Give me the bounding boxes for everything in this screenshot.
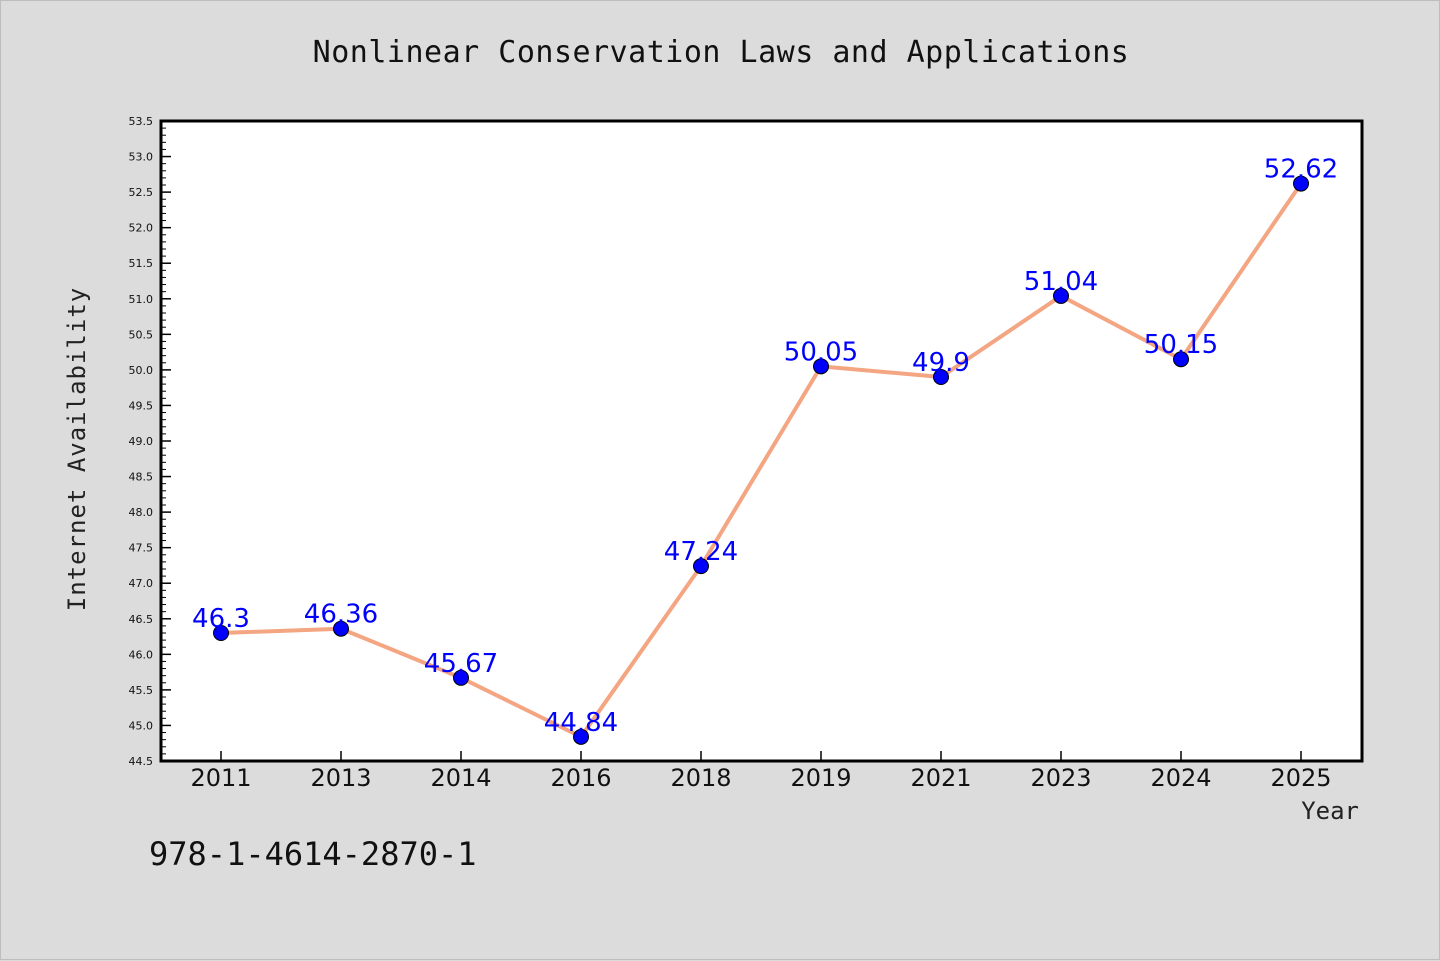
data-label: 47.24: [664, 537, 738, 567]
data-label: 44.84: [544, 708, 618, 738]
series-line: [220, 182, 1303, 739]
data-point: [1173, 351, 1189, 368]
x-tick-label: 2024: [1150, 764, 1211, 792]
y-tick-label: 47.5: [129, 542, 154, 555]
x-axis: 2011 2013 2014 2016 2018 2019 2021 2023 2024 2025: [190, 751, 1332, 792]
y-tick-label: 49.0: [129, 435, 154, 448]
y-tick-label: 52.5: [129, 186, 154, 199]
y-tick-label: 53.0: [129, 151, 154, 164]
x-axis-label: Year: [1301, 797, 1359, 825]
data-point: [1293, 175, 1309, 192]
data-point: [213, 625, 229, 641]
data-series: [213, 175, 1309, 745]
data-point: [933, 369, 949, 385]
data-point: [453, 669, 469, 686]
y-tick-label: 48.5: [129, 471, 154, 484]
chart-title: Nonlinear Conservation Laws and Applicat…: [312, 35, 1130, 70]
y-axis: 44.5 45.0 45.5 46.0 46.5 47.0 47.5 48.0 48.5 49.0…: [129, 115, 171, 768]
y-tick-label: 49.5: [129, 399, 154, 412]
isbn-footer: 978-1-4614-2870-1: [149, 835, 477, 873]
y-tick-label: 52.0: [129, 222, 154, 235]
x-tick-label: 2016: [550, 764, 611, 792]
data-label: 50.15: [1144, 330, 1218, 360]
y-tick-label: 46.0: [129, 648, 154, 661]
data-label: 50.05: [784, 337, 858, 367]
plot-area: [159, 119, 1364, 763]
y-tick-label: 46.5: [129, 613, 154, 626]
y-tick-label: 45.0: [129, 719, 154, 732]
data-label: 49.9: [912, 348, 970, 378]
x-tick-label: 2023: [1030, 764, 1091, 792]
y-tick-label: 45.5: [129, 684, 154, 697]
data-point: [1053, 287, 1069, 304]
data-label: 46.3: [192, 604, 250, 634]
y-tick-label: 50.5: [129, 328, 154, 341]
data-label: 52.62: [1264, 155, 1338, 185]
data-point: [693, 558, 709, 575]
x-tick-label: 2019: [790, 764, 851, 792]
x-tick-label: 2014: [430, 764, 491, 792]
data-point: [813, 358, 829, 375]
data-label: 46.36: [304, 600, 378, 630]
data-label: 45.67: [424, 649, 498, 679]
y-tick-label: 51.0: [129, 293, 154, 306]
x-tick-label: 2025: [1270, 764, 1331, 792]
y-tick-label: 47.0: [129, 577, 154, 590]
data-point: [573, 728, 589, 745]
data-point: [333, 620, 349, 637]
x-tick-label: 2018: [670, 764, 731, 792]
data-label: 51.04: [1024, 267, 1098, 297]
x-tick-label: 2021: [910, 764, 971, 792]
y-tick-label: 53.5: [129, 115, 154, 128]
data-labels: 46.3 46.36 45.67 44.84 47.24 50.05 49.9 51.04 50…: [192, 155, 1338, 738]
x-tick-label: 2013: [310, 764, 371, 792]
x-tick-label: 2011: [190, 764, 251, 792]
y-tick-label: 48.0: [129, 506, 154, 519]
y-tick-label: 44.5: [129, 755, 154, 768]
y-tick-label: 50.0: [129, 364, 154, 377]
y-tick-label: 51.5: [129, 257, 154, 270]
